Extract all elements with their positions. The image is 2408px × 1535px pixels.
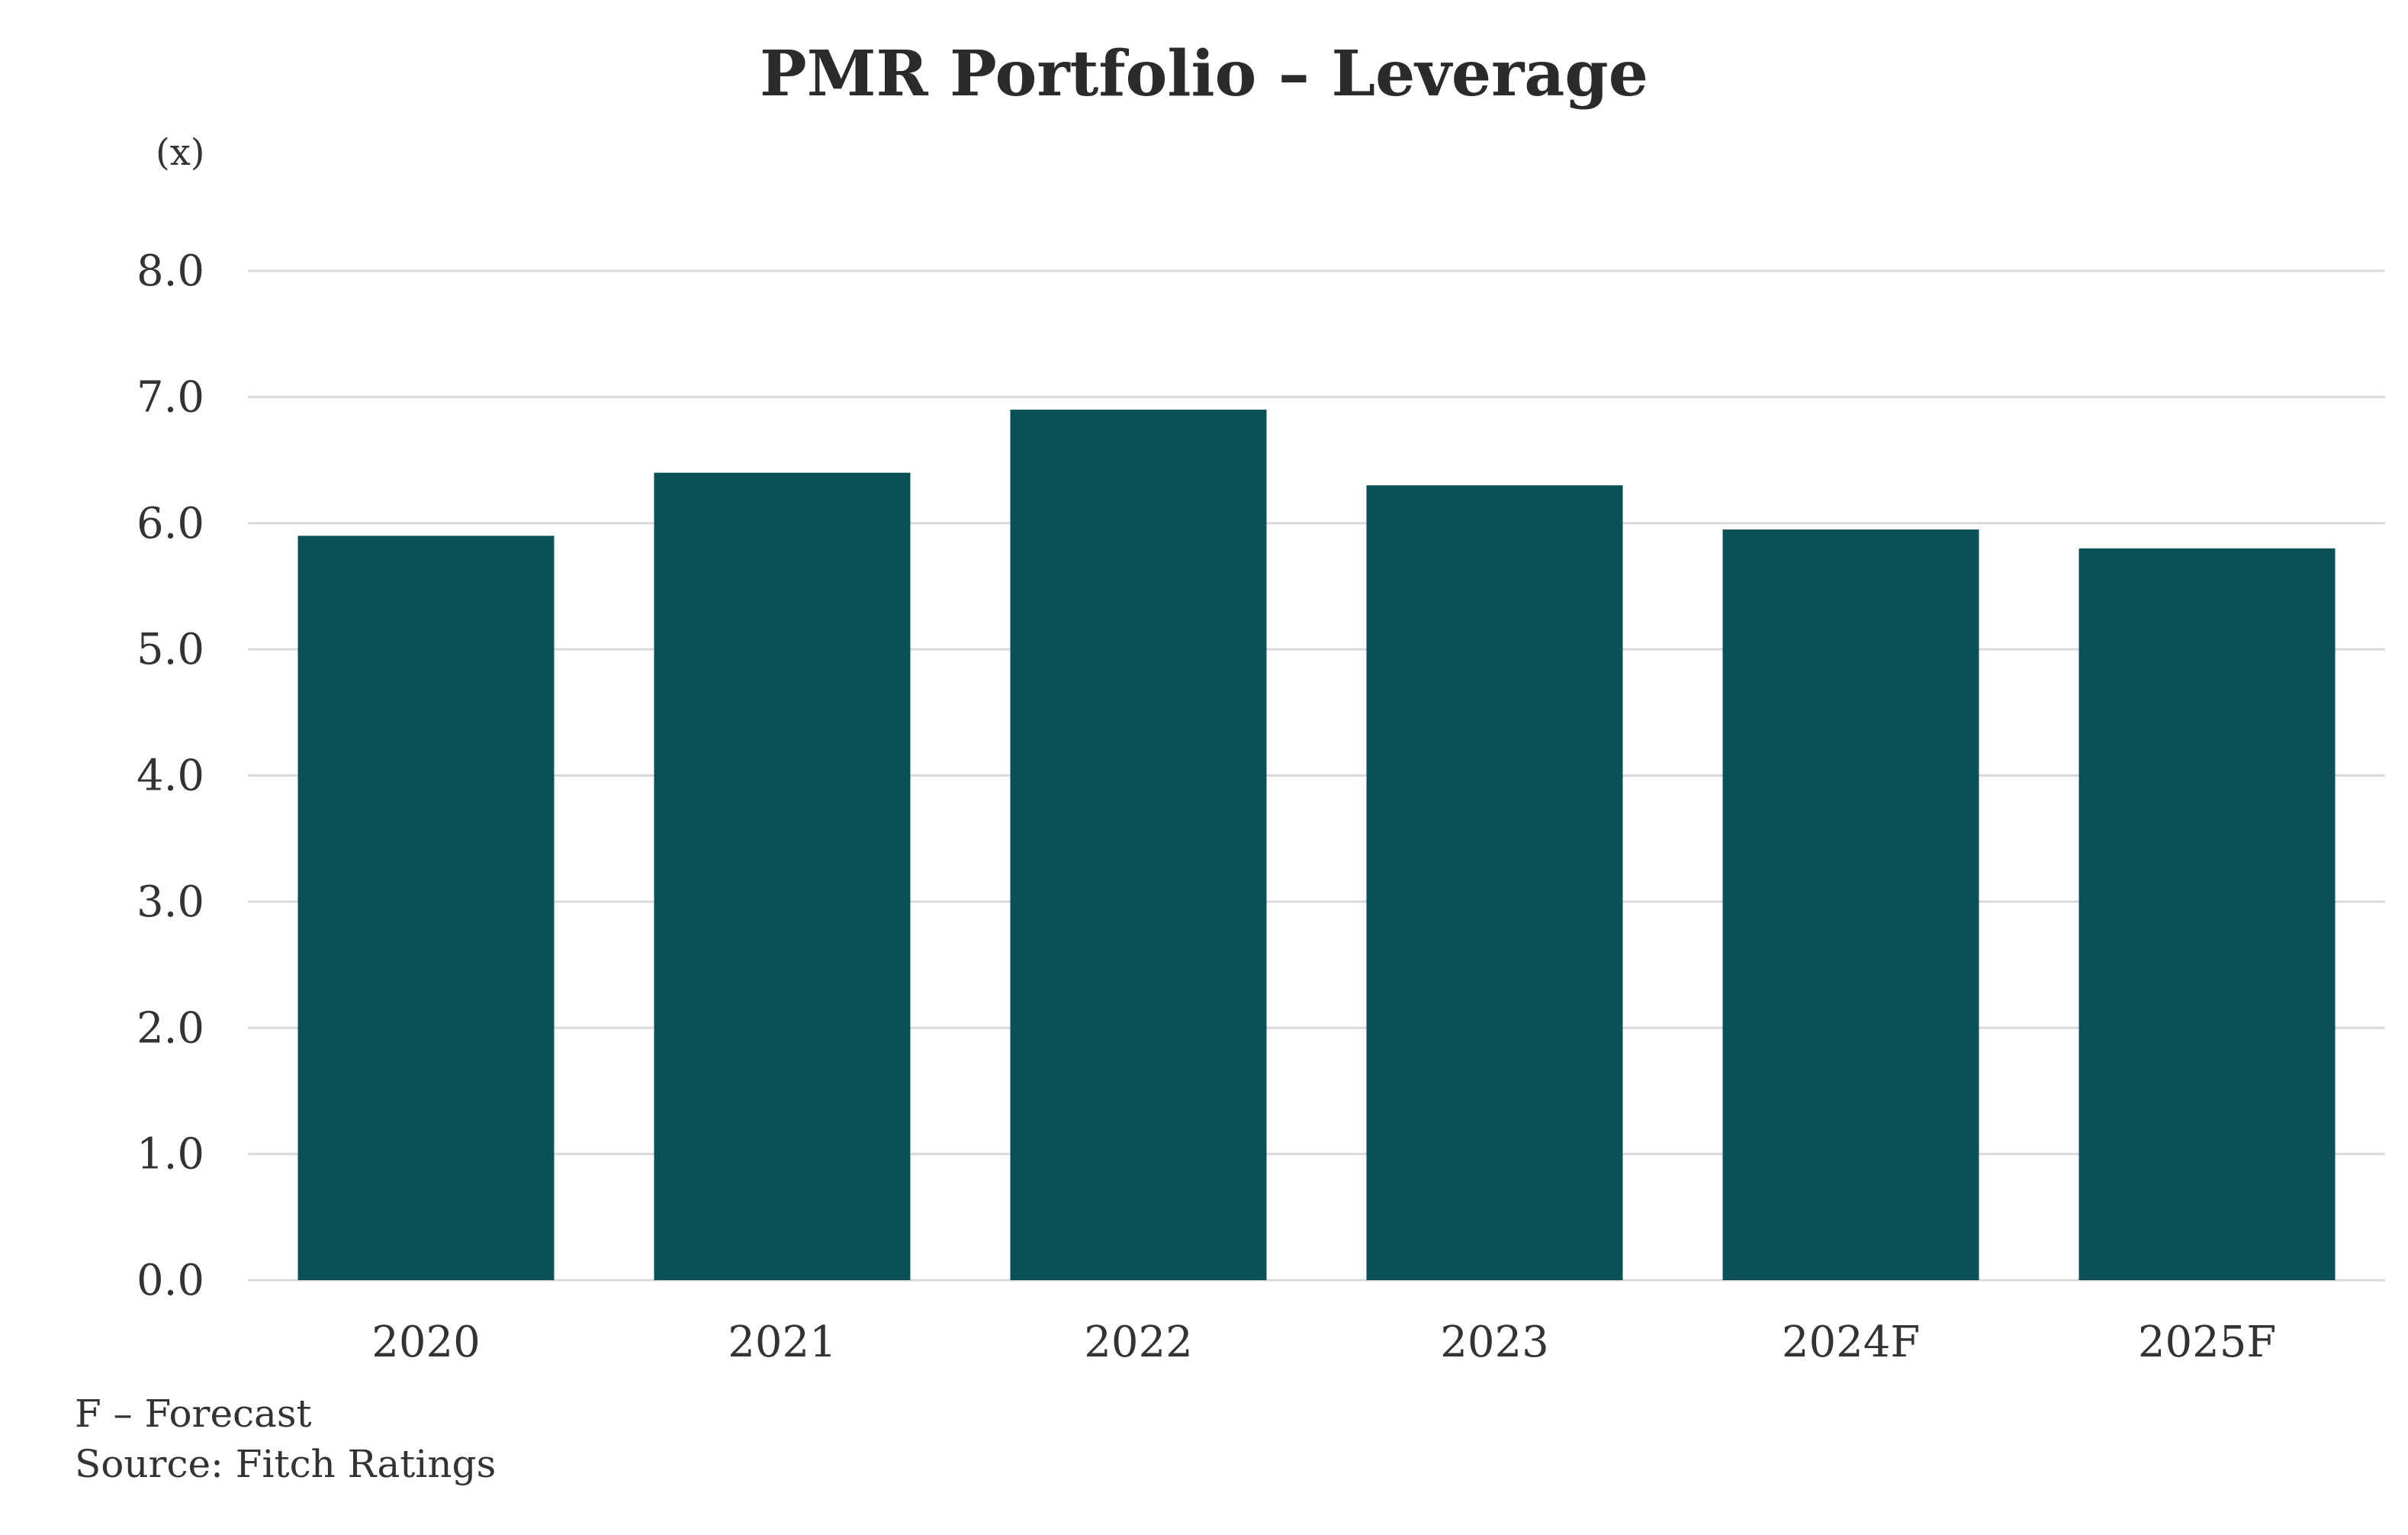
bar-2025f	[2078, 548, 2336, 1280]
bar-2020	[297, 536, 555, 1280]
bar-2021	[654, 472, 911, 1280]
x-tick-label: 2020	[371, 1318, 481, 1367]
x-tick-label: 2022	[1084, 1318, 1193, 1367]
x-tick-label: 2025F	[2138, 1318, 2276, 1367]
bar-2022	[1010, 409, 1267, 1280]
y-tick-label: 3.0	[137, 877, 204, 927]
chart-title: PMR Portfolio – Leverage	[760, 37, 1648, 111]
bar-2024f	[1722, 529, 1979, 1280]
y-axis-ticks: 0.0 1.0 2.0 3.0 4.0 5.0 6.0 7.0 8.0	[137, 246, 204, 1305]
y-tick-label: 8.0	[137, 246, 204, 296]
bar-2023	[1366, 485, 1623, 1281]
y-tick-label: 2.0	[137, 1003, 204, 1053]
bars	[297, 409, 2336, 1281]
y-tick-label: 6.0	[137, 499, 204, 549]
y-tick-label: 7.0	[137, 372, 204, 422]
x-tick-label: 2024F	[1782, 1318, 1920, 1367]
forecast-note: F – Forecast	[75, 1392, 312, 1436]
source-note: Source: Fitch Ratings	[75, 1442, 497, 1486]
footnotes: F – Forecast Source: Fitch Ratings	[75, 1389, 496, 1489]
y-tick-label: 0.0	[137, 1256, 204, 1305]
y-tick-label: 5.0	[137, 625, 204, 674]
y-tick-label: 4.0	[137, 751, 204, 801]
x-tick-label: 2023	[1440, 1318, 1549, 1367]
x-axis-ticks: 2020 2021 2022 2023 2024F 2025F	[371, 1318, 2276, 1367]
y-axis-unit-label: (x)	[156, 131, 205, 174]
gridlines	[248, 269, 2385, 1282]
x-tick-label: 2021	[728, 1318, 837, 1367]
y-tick-label: 1.0	[137, 1130, 204, 1179]
